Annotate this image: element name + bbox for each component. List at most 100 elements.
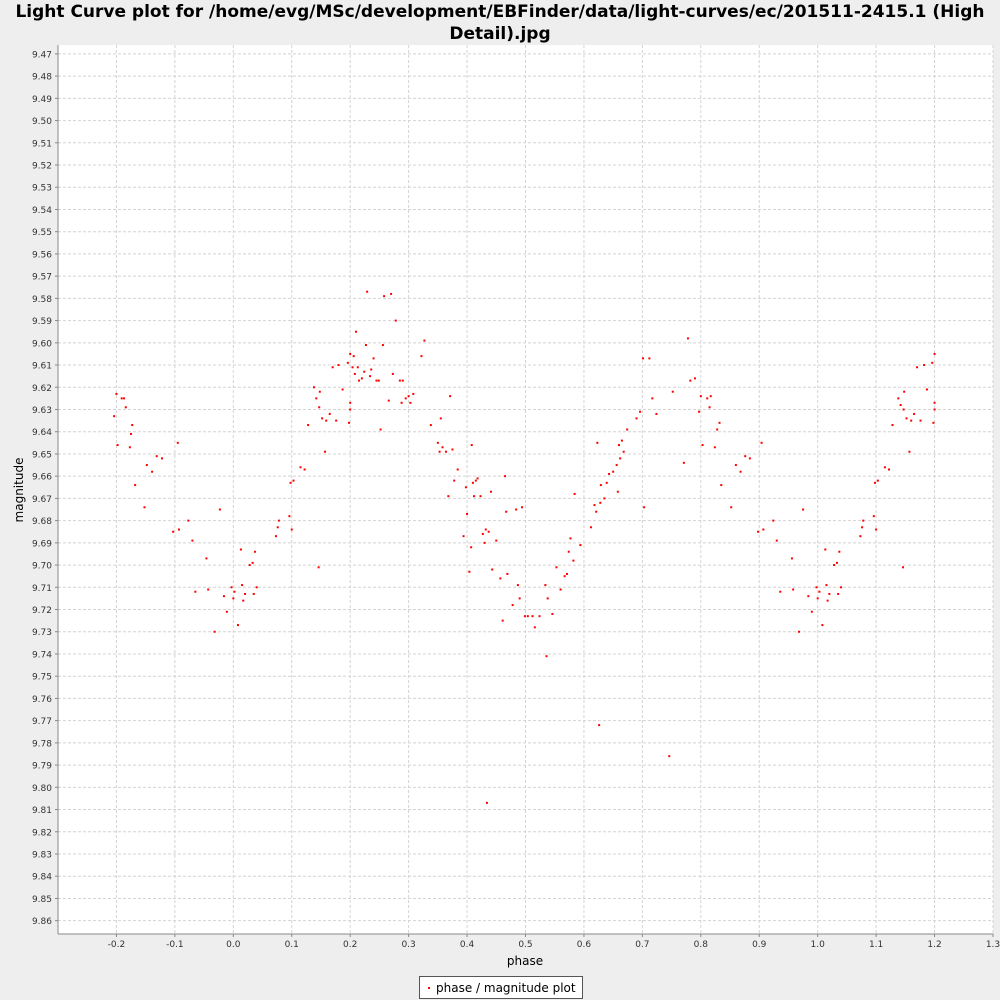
y-tick-label: 9.53 bbox=[32, 184, 52, 194]
data-point bbox=[331, 366, 334, 369]
data-point bbox=[318, 406, 321, 409]
data-point bbox=[207, 588, 210, 591]
data-point bbox=[551, 612, 554, 615]
data-point bbox=[546, 597, 549, 600]
data-point bbox=[176, 441, 179, 444]
data-point bbox=[445, 450, 448, 453]
y-tick-label: 9.56 bbox=[32, 250, 52, 260]
data-point bbox=[760, 441, 763, 444]
data-point bbox=[464, 486, 467, 489]
data-point bbox=[825, 584, 828, 587]
data-point bbox=[905, 417, 908, 420]
data-point bbox=[274, 535, 277, 538]
data-point bbox=[555, 566, 558, 569]
data-point bbox=[130, 432, 133, 435]
data-point bbox=[315, 397, 318, 400]
data-point bbox=[925, 388, 928, 391]
y-tick-label: 9.48 bbox=[32, 73, 52, 83]
data-point bbox=[131, 424, 134, 427]
data-point bbox=[335, 419, 338, 422]
data-point bbox=[491, 568, 494, 571]
data-point bbox=[505, 510, 508, 513]
data-point bbox=[321, 417, 324, 420]
data-point bbox=[565, 572, 568, 575]
data-point bbox=[225, 610, 228, 613]
data-point bbox=[526, 615, 529, 618]
data-point bbox=[230, 586, 233, 589]
x-tick-label: 0.3 bbox=[401, 940, 415, 950]
x-tick-label: 1.2 bbox=[927, 940, 941, 950]
data-point bbox=[473, 495, 476, 498]
y-tick-label: 9.84 bbox=[32, 873, 52, 883]
data-point bbox=[859, 535, 862, 538]
data-point bbox=[324, 450, 327, 453]
data-point bbox=[155, 455, 158, 458]
data-point bbox=[790, 557, 793, 560]
data-point bbox=[875, 528, 878, 531]
data-point bbox=[573, 492, 576, 495]
y-tick-label: 9.74 bbox=[32, 650, 52, 660]
data-point bbox=[897, 397, 900, 400]
data-point bbox=[511, 604, 514, 607]
data-point bbox=[655, 412, 658, 415]
data-point bbox=[730, 506, 733, 509]
x-tick-label: -0.2 bbox=[108, 940, 126, 950]
data-point bbox=[579, 544, 582, 547]
data-point bbox=[485, 801, 488, 804]
data-point bbox=[515, 508, 518, 511]
data-point bbox=[289, 481, 292, 484]
y-tick-label: 9.85 bbox=[32, 895, 52, 905]
data-point bbox=[242, 599, 245, 602]
chart-title: Light Curve plot for /home/evg/MSc/devel… bbox=[0, 1, 1000, 45]
data-point bbox=[398, 379, 401, 382]
data-point bbox=[772, 519, 775, 522]
data-point bbox=[401, 379, 404, 382]
data-point bbox=[222, 595, 225, 598]
data-point bbox=[288, 515, 291, 518]
data-point bbox=[651, 397, 654, 400]
data-point bbox=[360, 377, 363, 380]
data-point bbox=[821, 624, 824, 627]
chart-title-line1: Light Curve plot for /home/evg/MSc/devel… bbox=[15, 2, 985, 22]
data-point bbox=[441, 446, 444, 449]
data-point bbox=[699, 395, 702, 398]
data-point bbox=[252, 592, 255, 595]
x-tick-label: 1.1 bbox=[869, 940, 883, 950]
data-point bbox=[762, 528, 765, 531]
data-point bbox=[887, 468, 890, 471]
y-tick-label: 9.51 bbox=[32, 139, 52, 149]
data-point bbox=[456, 468, 459, 471]
data-point bbox=[531, 615, 534, 618]
data-point bbox=[453, 479, 456, 482]
data-point bbox=[837, 592, 840, 595]
data-point bbox=[506, 572, 509, 575]
data-point bbox=[648, 357, 651, 360]
data-point bbox=[596, 441, 599, 444]
data-point bbox=[933, 401, 936, 404]
data-point bbox=[277, 519, 280, 522]
data-point bbox=[218, 508, 221, 511]
data-point bbox=[353, 372, 356, 375]
data-point bbox=[412, 392, 415, 395]
data-point bbox=[622, 450, 625, 453]
data-point bbox=[545, 655, 548, 658]
x-axis-label: phase bbox=[507, 954, 543, 968]
data-point bbox=[923, 364, 926, 367]
data-point bbox=[483, 541, 486, 544]
data-point bbox=[439, 417, 442, 420]
data-point bbox=[797, 630, 800, 633]
data-point bbox=[255, 586, 258, 589]
data-point bbox=[876, 479, 879, 482]
data-point bbox=[569, 537, 572, 540]
data-point bbox=[595, 510, 598, 513]
data-point bbox=[589, 526, 592, 529]
data-point bbox=[639, 410, 642, 413]
y-tick-label: 9.54 bbox=[32, 206, 52, 216]
data-point bbox=[161, 457, 164, 460]
data-point bbox=[840, 586, 843, 589]
data-point bbox=[748, 457, 751, 460]
data-point bbox=[698, 410, 701, 413]
data-point bbox=[363, 370, 366, 373]
y-tick-label: 9.64 bbox=[32, 428, 52, 438]
data-point bbox=[355, 330, 358, 333]
